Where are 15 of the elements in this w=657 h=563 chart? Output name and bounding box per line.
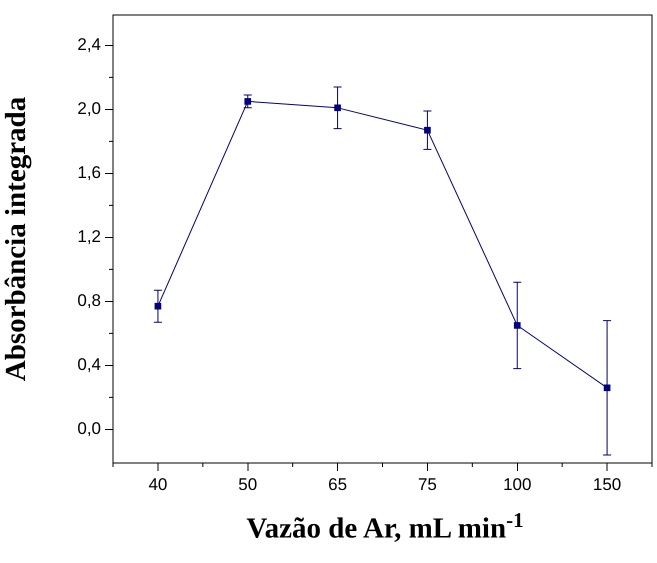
- y-tick-label: 1,6: [77, 163, 101, 182]
- y-tick-label: 2,0: [77, 99, 101, 118]
- x-tick-label: 65: [328, 474, 348, 494]
- y-tick-label: 2,4: [77, 35, 101, 54]
- x-tick-label: 50: [238, 474, 258, 494]
- x-axis-title: Vazão de Ar, mL min$^{-1}$: [245, 508, 525, 546]
- y-axis-title: Absorbância integrada: [0, 96, 32, 382]
- y-tick-label: 1,2: [77, 227, 101, 246]
- x-tick-label: 100: [503, 474, 532, 494]
- x-tick-label: 40: [148, 474, 168, 494]
- y-tick-label: 0,0: [77, 419, 101, 438]
- x-tick-label: 75: [418, 474, 437, 494]
- y-tick-label: 0,8: [77, 291, 101, 310]
- x-tick-label: 150: [592, 474, 622, 494]
- y-tick-label: 0,4: [77, 355, 101, 374]
